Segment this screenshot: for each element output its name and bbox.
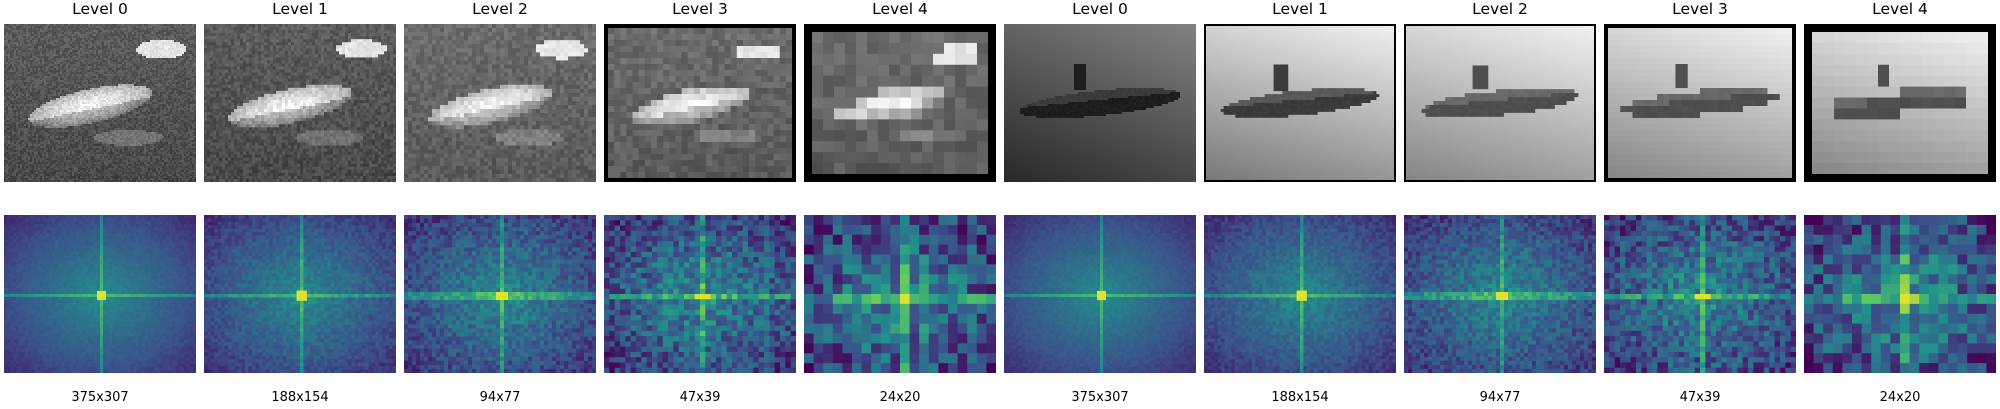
resolution-label: 94x77 [1400,390,1600,406]
level-title: Level 4 [1800,0,2000,20]
resolution-label: 94x77 [400,390,600,406]
resolution-label: 47x39 [1600,390,1800,406]
submarine-image-level-4 [1804,24,1996,182]
fish-spectrum-level-4 [804,215,996,373]
fish-image-level-2 [404,24,596,182]
resolution-label: 24x20 [800,390,1000,406]
level-title: Level 1 [200,0,400,20]
fish-spectrum-level-2 [404,215,596,373]
level-title: Level 2 [1400,0,1600,20]
level-title: Level 3 [600,0,800,20]
level-title: Level 4 [800,0,1000,20]
level-title: Level 3 [1600,0,1800,20]
fish-image-level-4 [804,24,996,182]
resolution-label: 375x307 [0,390,200,406]
submarine-image-level-1 [1204,24,1396,182]
submarine-spectrum-level-3 [1604,215,1796,373]
resolution-label: 188x154 [1200,390,1400,406]
submarine-spectrum-level-0 [1004,215,1196,373]
resolution-label: 24x20 [1800,390,2000,406]
fish-image-level-1 [204,24,396,182]
fish-spectrum-level-0 [4,215,196,373]
fish-spectrum-level-3 [604,215,796,373]
resolution-label: 47x39 [600,390,800,406]
resolution-label: 188x154 [200,390,400,406]
submarine-spectrum-level-4 [1804,215,1996,373]
level-title: Level 0 [0,0,200,20]
fish-image-level-0 [4,24,196,182]
level-title: Level 1 [1200,0,1400,20]
fish-spectrum-level-1 [204,215,396,373]
fish-image-level-3 [604,24,796,182]
submarine-spectrum-level-2 [1404,215,1596,373]
level-title: Level 2 [400,0,600,20]
submarine-spectrum-level-1 [1204,215,1396,373]
submarine-image-level-3 [1604,24,1796,182]
submarine-image-level-0 [1004,24,1196,182]
level-title: Level 0 [1000,0,1200,20]
resolution-label: 375x307 [1000,390,1200,406]
submarine-image-level-2 [1404,24,1596,182]
